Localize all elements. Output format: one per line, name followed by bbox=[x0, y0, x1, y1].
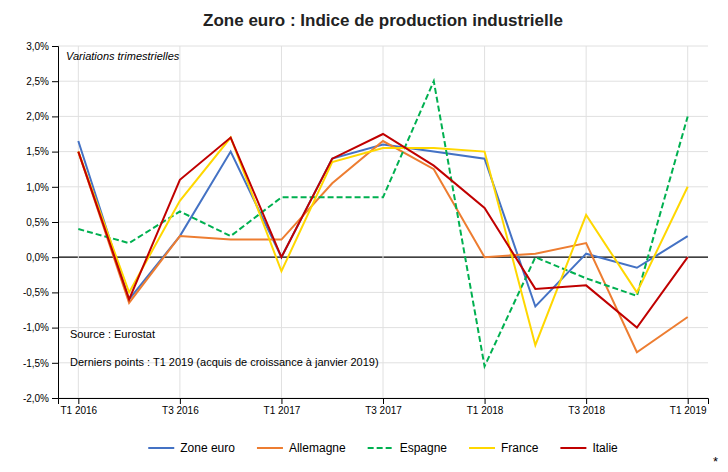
y-tick-mark bbox=[52, 187, 58, 188]
y-tick-label: 0,0% bbox=[26, 252, 49, 263]
x-tick-mark bbox=[383, 398, 384, 404]
y-tick: 3,0% bbox=[26, 41, 58, 52]
legend-label: Allemagne bbox=[289, 441, 346, 455]
y-tick: 2,5% bbox=[26, 76, 58, 87]
legend: Zone euro Allemagne Espagne France Italie bbox=[148, 441, 618, 455]
x-tick: T1 2019 bbox=[670, 398, 707, 416]
x-tick: T1 2017 bbox=[264, 398, 301, 416]
x-tick-label: T1 2018 bbox=[467, 405, 504, 416]
y-tick-mark bbox=[52, 398, 58, 399]
x-tick-label: T3 2017 bbox=[365, 405, 402, 416]
y-tick-label: 0,5% bbox=[26, 217, 49, 228]
y-tick-label: -1,5% bbox=[23, 358, 49, 369]
lines bbox=[78, 81, 687, 366]
y-tick-mark bbox=[52, 46, 58, 47]
y-tick-mark bbox=[52, 81, 58, 82]
legend-item: Italie bbox=[560, 441, 618, 455]
legend-item: Allemagne bbox=[257, 441, 346, 455]
y-tick-label: 1,5% bbox=[26, 146, 49, 157]
grid-line-x bbox=[484, 46, 485, 398]
y-tick-label: 1,0% bbox=[26, 182, 49, 193]
x-tick: T3 2018 bbox=[568, 398, 605, 416]
legend-label: Zone euro bbox=[180, 441, 235, 455]
legend-item: France bbox=[469, 441, 539, 455]
x-tick: T3 2017 bbox=[365, 398, 402, 416]
annotation: Source : Eurostat bbox=[70, 328, 155, 340]
x-tick-mark bbox=[485, 398, 486, 404]
subtitle: Variations trimestrielles bbox=[66, 50, 180, 62]
grid-line-x bbox=[179, 46, 180, 398]
legend-swatch bbox=[368, 447, 394, 449]
y-tick: 1,5% bbox=[26, 146, 58, 157]
y-axis-line bbox=[52, 47, 59, 399]
y-tick-label: -1,0% bbox=[23, 322, 49, 333]
series-line bbox=[78, 138, 687, 346]
x-tick: T1 2018 bbox=[467, 398, 504, 416]
series-line bbox=[78, 134, 687, 328]
x-tick-mark bbox=[180, 398, 181, 404]
y-tick: 1,0% bbox=[26, 182, 58, 193]
y-tick-label: 2,0% bbox=[26, 111, 49, 122]
x-tick-label: T3 2016 bbox=[162, 405, 199, 416]
legend-swatch bbox=[560, 447, 586, 449]
x-tick: T3 2016 bbox=[162, 398, 199, 416]
x-axis-line bbox=[59, 399, 709, 405]
y-tick: 0,5% bbox=[26, 217, 58, 228]
x-tick-label: T1 2017 bbox=[264, 405, 301, 416]
legend-swatch bbox=[469, 447, 495, 449]
y-tick-mark bbox=[52, 257, 58, 258]
grid-line-x bbox=[78, 46, 79, 398]
legend-swatch bbox=[257, 447, 283, 449]
x-tick-label: T3 2018 bbox=[568, 405, 605, 416]
y-tick-mark bbox=[52, 222, 58, 223]
chart: -2,0% -1,5% -1,0% -0,5% 0,0% 0,5% 1,0% 1,5% 2,0%… bbox=[0, 0, 728, 472]
legend-item: Zone euro bbox=[148, 441, 235, 455]
y-tick: 0,0% bbox=[26, 252, 58, 263]
x-tick-label: T1 2019 bbox=[670, 405, 707, 416]
y-tick: -0,5% bbox=[23, 287, 58, 298]
grid-line-x bbox=[281, 46, 282, 398]
y-tick-mark bbox=[52, 292, 58, 293]
annotation: * bbox=[713, 454, 718, 469]
grid bbox=[58, 46, 708, 398]
plot: -2,0% -1,5% -1,0% -0,5% 0,0% 0,5% 1,0% 1,5% 2,0%… bbox=[23, 41, 709, 416]
y-tick-label: -2,0% bbox=[23, 393, 49, 404]
legend-label: Espagne bbox=[400, 441, 448, 455]
y-tick-mark bbox=[52, 328, 58, 329]
legend-item: Espagne bbox=[368, 441, 448, 455]
y-tick: -1,0% bbox=[23, 322, 58, 333]
x-tick-mark bbox=[78, 398, 79, 404]
series-line bbox=[78, 81, 687, 366]
grid-line-x bbox=[687, 46, 688, 398]
title: Zone euro : Indice de production industr… bbox=[203, 11, 563, 30]
annotation: Derniers points : T1 2019 (acquis de cro… bbox=[70, 356, 379, 368]
x-tick-label: T1 2016 bbox=[60, 405, 97, 416]
y-tick-label: 3,0% bbox=[26, 41, 49, 52]
grid-line-x bbox=[383, 46, 384, 398]
y-tick-mark bbox=[52, 363, 58, 364]
y-tick-label: -0,5% bbox=[23, 287, 49, 298]
grid-line-x bbox=[586, 46, 587, 398]
y-tick: -2,0% bbox=[23, 393, 58, 404]
x-axis: T1 2016 T3 2016 T1 2017 T3 2017 T1 2018 T3 20… bbox=[59, 398, 709, 416]
y-tick: 2,0% bbox=[26, 111, 58, 122]
x-tick-mark bbox=[281, 398, 282, 404]
y-tick-mark bbox=[52, 116, 58, 117]
legend-swatch bbox=[148, 447, 174, 449]
y-tick-label: 2,5% bbox=[26, 76, 49, 87]
x-tick-mark bbox=[586, 398, 587, 404]
legend-label: France bbox=[501, 441, 539, 455]
series-line bbox=[78, 141, 687, 352]
x-tick-mark bbox=[688, 398, 689, 404]
y-tick: -1,5% bbox=[23, 358, 58, 369]
x-tick: T1 2016 bbox=[60, 398, 97, 416]
y-axis: -2,0% -1,5% -1,0% -0,5% 0,0% 0,5% 1,0% 1,5% 2,0%… bbox=[23, 41, 59, 404]
y-tick-mark bbox=[52, 152, 58, 153]
legend-label: Italie bbox=[592, 441, 618, 455]
